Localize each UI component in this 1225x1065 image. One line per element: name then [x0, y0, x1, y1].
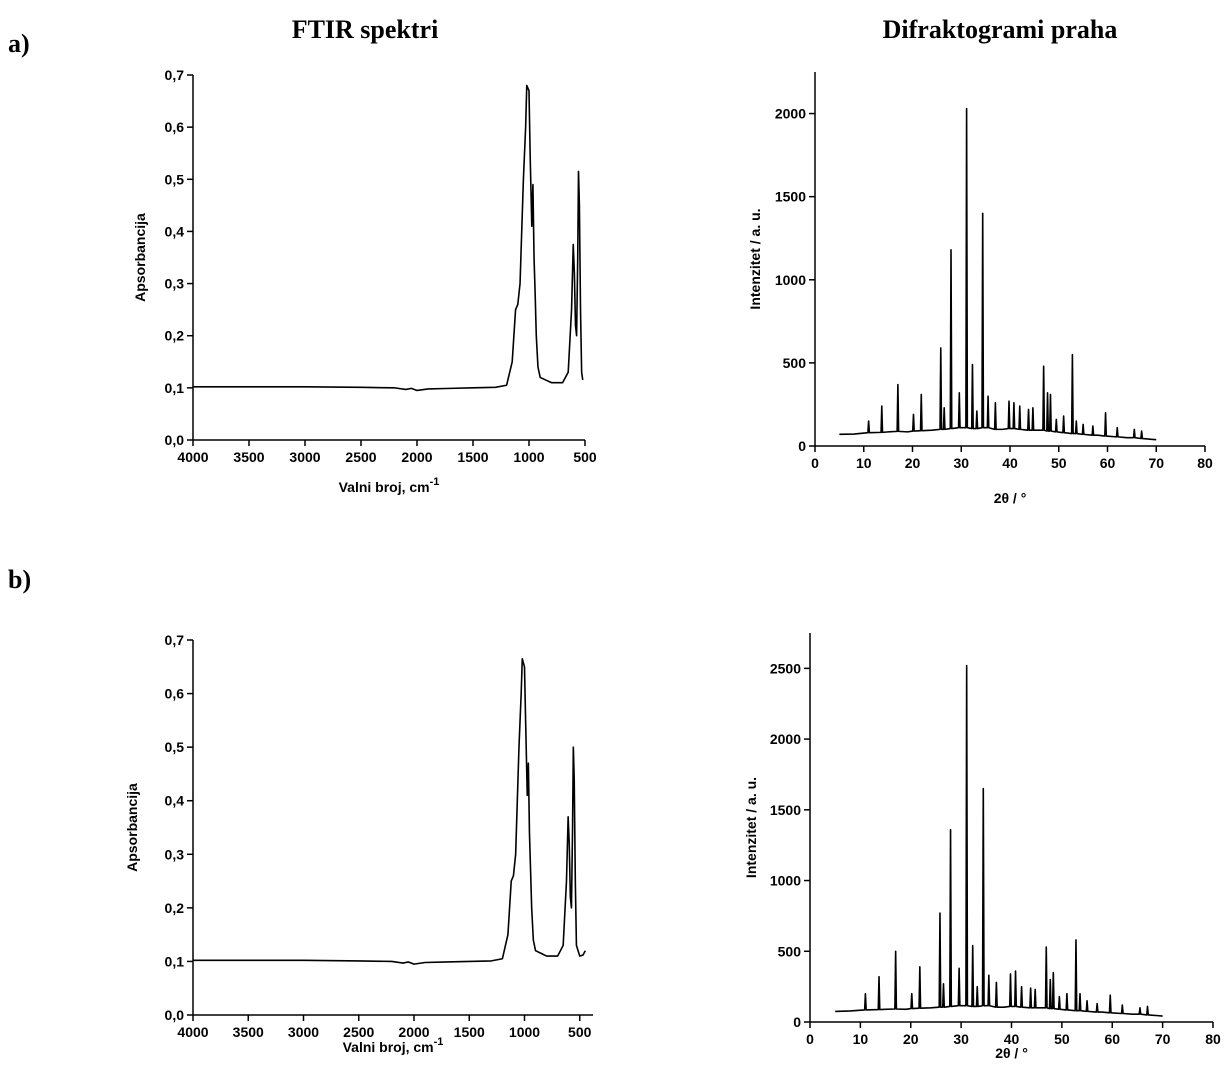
column-title: FTIR spektri	[292, 15, 439, 44]
y-tick-label: 0,3	[165, 846, 185, 862]
y-tick-label: 0,7	[165, 632, 185, 648]
x-tick-label: 1000	[513, 449, 544, 465]
x-tick-label: 1500	[454, 1024, 485, 1040]
x-tick-label: 3000	[288, 1024, 319, 1040]
y-tick-label: 0,5	[165, 171, 185, 187]
x-axis-label: 2θ / °	[995, 1045, 1028, 1061]
x-tick-label: 3500	[233, 1024, 264, 1040]
x-tick-label: 10	[856, 455, 872, 471]
y-axis-label: Apsorbancija	[132, 213, 148, 302]
y-tick-label: 0,2	[165, 328, 185, 344]
x-axis-label-text: 2θ / °	[994, 490, 1027, 506]
x-axis-label: 2θ / °	[994, 490, 1027, 506]
x-tick-label: 80	[1205, 1031, 1221, 1047]
spectrum-line	[193, 84, 584, 392]
y-tick-label: 0,4	[165, 223, 185, 239]
x-axis-label-sup: -1	[434, 1036, 444, 1048]
x-tick-label: 80	[1197, 455, 1213, 471]
x-tick-label: 500	[568, 1024, 592, 1040]
y-tick-label: 2000	[775, 106, 806, 122]
y-tick-label: 1000	[770, 873, 801, 889]
x-tick-label: 60	[1100, 455, 1116, 471]
x-tick-label: 30	[953, 1031, 969, 1047]
x-tick-label: 50	[1054, 1031, 1070, 1047]
x-tick-label: 4000	[177, 1024, 208, 1040]
x-tick-label: 60	[1104, 1031, 1120, 1047]
y-tick-label: 0,1	[165, 953, 185, 969]
x-axis-label-text: Valni broj, cm	[343, 1039, 434, 1055]
y-tick-label: 2000	[770, 731, 801, 747]
x-tick-label: 3000	[289, 449, 320, 465]
y-axis-label: Apsorbancija	[124, 783, 140, 872]
y-tick-label: 0	[798, 438, 806, 454]
y-tick-label: 1500	[775, 189, 806, 205]
x-tick-label: 0	[806, 1031, 814, 1047]
x-tick-label: 20	[903, 1031, 919, 1047]
spectrum-line	[839, 107, 1157, 441]
x-tick-label: 70	[1148, 455, 1164, 471]
y-tick-label: 0,7	[165, 67, 185, 83]
x-tick-label: 40	[1002, 455, 1018, 471]
y-tick-label: 500	[778, 943, 802, 959]
x-tick-label: 70	[1155, 1031, 1171, 1047]
spectrum-line	[835, 664, 1163, 1017]
y-tick-label: 0,1	[165, 380, 185, 396]
x-axis-label: Valni broj, cm-1	[343, 1036, 444, 1055]
x-tick-label: 2500	[343, 1024, 374, 1040]
y-tick-label: 0	[793, 1014, 801, 1030]
y-tick-label: 500	[783, 355, 807, 371]
y-tick-label: 0,0	[165, 432, 185, 448]
y-tick-label: 0,3	[165, 276, 185, 292]
y-tick-label: 1000	[775, 272, 806, 288]
x-tick-label: 1500	[457, 449, 488, 465]
x-tick-label: 500	[573, 449, 597, 465]
x-tick-label: 50	[1051, 455, 1067, 471]
x-tick-label: 2000	[401, 449, 432, 465]
x-tick-label: 20	[905, 455, 921, 471]
x-tick-label: 40	[1004, 1031, 1020, 1047]
spectrum-line	[193, 657, 586, 965]
column-title: Difraktogrami praha	[883, 15, 1118, 44]
y-tick-label: 0,0	[165, 1007, 185, 1023]
x-axis-label-text: 2θ / °	[995, 1045, 1028, 1061]
x-tick-label: 30	[953, 455, 969, 471]
x-tick-label: 2500	[345, 449, 376, 465]
panel-label: b)	[8, 565, 31, 594]
x-tick-label: 4000	[177, 449, 208, 465]
x-tick-label: 1000	[509, 1024, 540, 1040]
y-tick-label: 2500	[770, 660, 801, 676]
x-tick-label: 10	[853, 1031, 869, 1047]
y-tick-label: 1500	[770, 802, 801, 818]
x-axis-label-text: Valni broj, cm	[339, 479, 430, 495]
x-tick-label: 0	[811, 455, 819, 471]
x-tick-label: 3500	[233, 449, 264, 465]
x-axis-label-sup: -1	[430, 476, 440, 488]
y-tick-label: 0,2	[165, 900, 185, 916]
x-axis-label: Valni broj, cm-1	[339, 476, 440, 495]
y-tick-label: 0,6	[165, 119, 185, 135]
y-axis-label: Intenzitet / a. u.	[743, 777, 759, 878]
y-tick-label: 0,5	[165, 739, 185, 755]
y-tick-label: 0,4	[165, 793, 185, 809]
y-axis-label: Intenzitet / a. u.	[747, 208, 763, 309]
x-tick-label: 2000	[398, 1024, 429, 1040]
y-tick-label: 0,6	[165, 686, 185, 702]
panel-label: a)	[8, 29, 30, 58]
